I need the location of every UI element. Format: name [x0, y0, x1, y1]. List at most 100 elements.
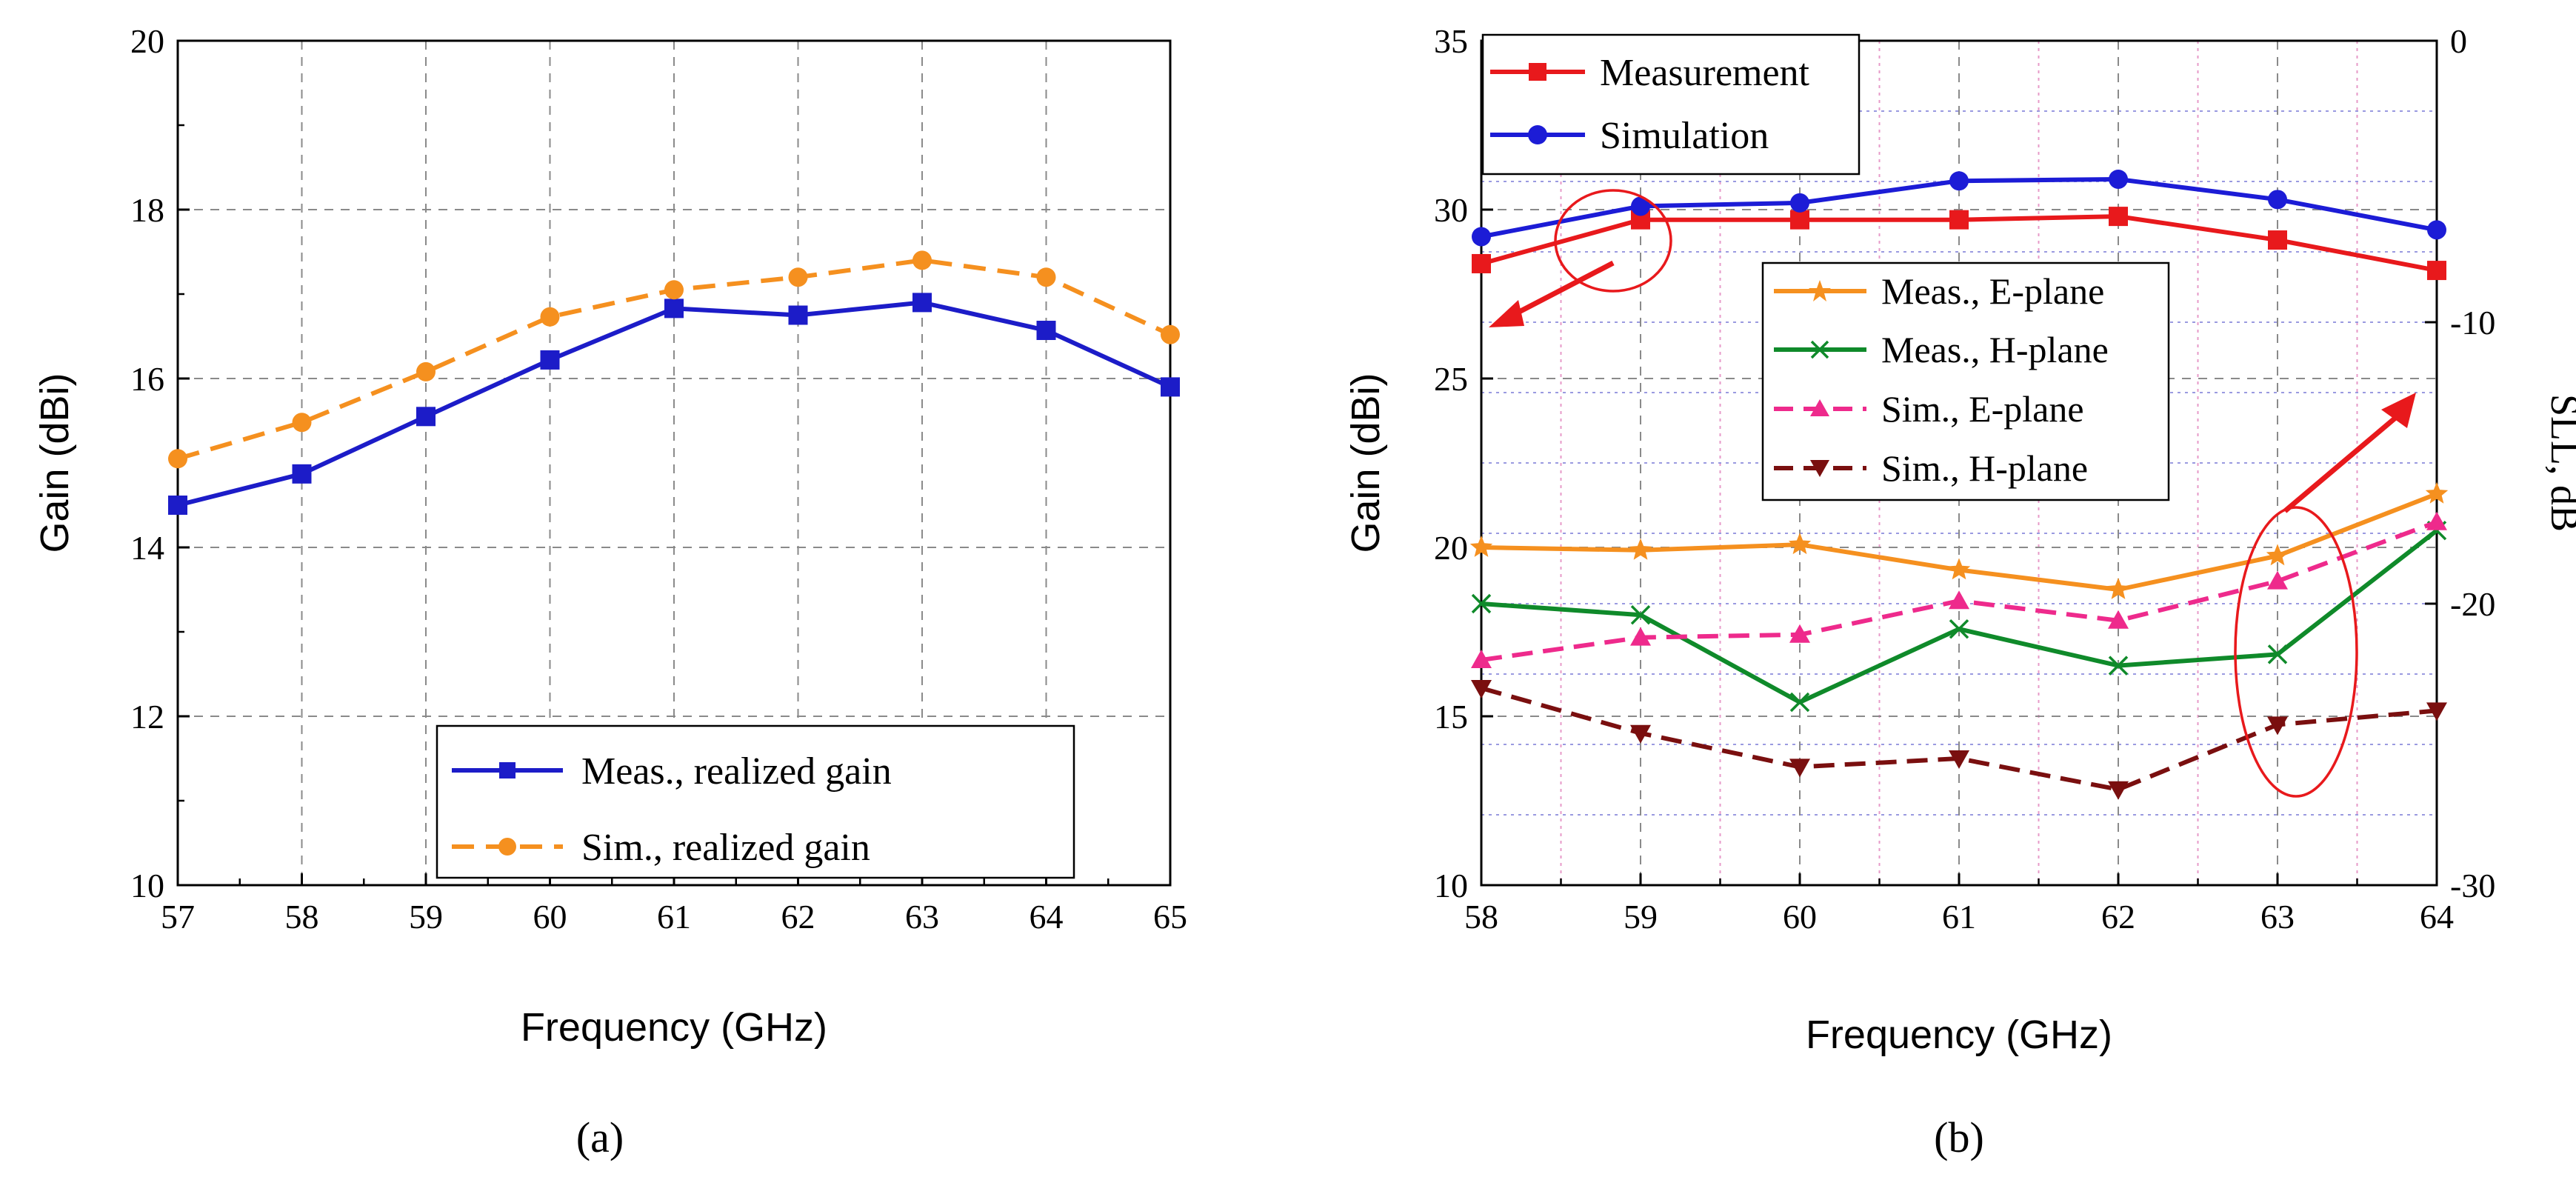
chart-a-series — [168, 250, 1180, 515]
chart-a-y-tick-label: 16 — [130, 360, 164, 398]
chart-b-data-point-4 — [1949, 590, 1969, 610]
chart-b-data-point-5 — [1949, 750, 1969, 769]
chart-b-data-point-3 — [2267, 644, 2288, 664]
chart-a-data-point-0 — [416, 407, 436, 427]
chart-a-x-tick-label: 64 — [1030, 898, 1064, 936]
chart-b-data-point-4 — [1471, 650, 1492, 668]
chart-a-y-tick-label: 10 — [130, 867, 164, 904]
chart-b-legend-gain-box — [1481, 33, 1861, 176]
chart-b-data-point-2 — [1469, 536, 1493, 557]
chart-b-data-point-1 — [1631, 196, 1650, 216]
chart-b-y-tick-label: 20 — [1434, 529, 1468, 567]
right-axis-arrowhead — [2381, 393, 2416, 428]
chart-a-data-point-0 — [912, 293, 932, 313]
chart-a-legend-box — [436, 724, 1075, 879]
chart-b-x-tick-label: 64 — [2420, 898, 2454, 936]
chart-b-data-point-1 — [1790, 193, 1809, 213]
legend-marker-measurement — [1529, 63, 1546, 81]
chart-a-x-tick-label: 65 — [1153, 898, 1187, 936]
chart-a-data-point-1 — [912, 250, 932, 270]
legend-label-sim-e: Sim., E-plane — [1881, 388, 2084, 430]
chart-a-legend-label-meas: Meas., realized gain — [581, 750, 892, 793]
legend-marker-sim-e — [1810, 399, 1829, 416]
chart-a-data-point-1 — [664, 280, 684, 300]
chart-a-data-point-1 — [292, 413, 312, 433]
chart-a-data-point-0 — [1161, 377, 1180, 397]
chart-b-data-point-0 — [2268, 230, 2287, 250]
left-axis-arrow — [1502, 260, 1615, 323]
chart-b-y-tick-label: 25 — [1434, 360, 1468, 398]
chart-b-data-point-1 — [1949, 171, 1969, 191]
chart-b-series — [1469, 169, 2449, 800]
chart-b-data-point-4 — [1789, 624, 1810, 643]
chart-b-y-tick-label: 15 — [1434, 698, 1468, 736]
chart-b-x-tick-label: 58 — [1464, 898, 1498, 936]
chart-b-data-point-1 — [2109, 169, 2128, 189]
chart-b-data-point-5 — [1630, 724, 1651, 744]
chart-b-data-point-1 — [2268, 190, 2287, 210]
legend-label-measurement: Measurement — [1600, 52, 1810, 94]
chart-a-panel-label: (a) — [576, 1113, 624, 1161]
chart-b-y-tick-label: 35 — [1434, 22, 1468, 60]
chart-b-ylabel-right: SLL, dB — [2543, 394, 2576, 532]
chart-a-data-point-1 — [168, 449, 187, 469]
chart-a-y-tick-label: 14 — [130, 529, 164, 567]
chart-a-data-point-0 — [1036, 321, 1056, 341]
sll-group-ellipse — [2234, 506, 2358, 798]
chart-a-data-point-0 — [788, 305, 808, 325]
chart-b-ylabel: Gain (dBi) — [1344, 373, 1388, 553]
chart-b-data-point-2 — [1788, 533, 1812, 555]
chart-b-xlabel: Frequency (GHz) — [1806, 1013, 2112, 1057]
chart-a-y-tick-label: 20 — [130, 22, 164, 60]
chart-a-x-tick-label: 58 — [285, 898, 319, 936]
chart-b-grid — [1481, 41, 2437, 885]
legend-label-sim-h: Sim., H-plane — [1881, 447, 2088, 489]
chart-a-legend-marker-meas — [499, 762, 515, 778]
chart-a-data-point-0 — [664, 299, 684, 319]
legend-label-meas-h: Meas., H-plane — [1881, 329, 2109, 370]
chart-b-data-point-0 — [2427, 261, 2446, 281]
chart-b-annotations — [1489, 189, 2416, 798]
chart-a-x-tick-label: 63 — [905, 898, 939, 936]
gain-group-ellipse — [1554, 189, 1672, 293]
chart-a-x-tick-label: 59 — [409, 898, 443, 936]
chart-a-x-tick-label: 61 — [657, 898, 691, 936]
chart-b-data-point-5 — [1471, 680, 1492, 698]
chart-a-legend-label-sim: Sim., realized gain — [581, 827, 870, 869]
chart-b-data-point-4 — [2426, 511, 2447, 530]
chart-a-data-point-0 — [292, 464, 312, 484]
chart-a-xlabel: Frequency (GHz) — [521, 1005, 827, 1050]
chart-b-x-tick-label: 62 — [2101, 898, 2135, 936]
chart-b-data-point-3 — [1949, 618, 1969, 639]
chart-b-data-point-3 — [2108, 656, 2129, 676]
chart-b-data-point-2 — [2425, 481, 2449, 504]
chart-a-data-point-1 — [416, 361, 436, 381]
chart-b-x-tick-label: 63 — [2260, 898, 2295, 936]
chart-a-ticks: 57 58 59 60 61 62 63 64 65 10 12 14 16 18 20 — [130, 22, 1187, 936]
chart-b-data-point-3 — [1789, 692, 1810, 713]
chart-a-data-point-1 — [1036, 267, 1056, 287]
chart-b-data-point-4 — [2267, 570, 2288, 590]
chart-b-data-point-5 — [2108, 781, 2129, 800]
chart-b-data-point-5 — [2267, 716, 2288, 736]
chart-a-legend: Meas., realized gain Sim., realized gain — [436, 724, 1075, 879]
chart-b-y-tick-label: 30 — [1434, 191, 1468, 229]
chart-a-y-tick-label: 18 — [130, 191, 164, 229]
legend-label-simulation: Simulation — [1600, 115, 1769, 157]
chart-b-x-tick-label: 59 — [1624, 898, 1658, 936]
chart-a-data-point-1 — [1161, 324, 1180, 344]
legend-marker-sim-h — [1810, 460, 1829, 477]
chart-a-y-tick-label: 12 — [130, 698, 164, 736]
chart-b-data-point-5 — [1789, 758, 1810, 778]
chart-b-data-point-3 — [1471, 593, 1492, 614]
chart-b-y-right-tick-label: -30 — [2450, 867, 2495, 904]
chart-b-data-point-4 — [1630, 627, 1651, 646]
chart-b-data-point-0 — [1790, 210, 1809, 230]
chart-b-y-right-tick-label: -20 — [2450, 585, 2495, 623]
chart-a: 57 58 59 60 61 62 63 64 65 10 12 14 16 18 20 Meas., re… — [33, 22, 1187, 1161]
chart-a-data-point-0 — [168, 496, 187, 515]
chart-b-data-point-1 — [1472, 227, 1491, 247]
chart-b-legend-sll: Meas., E-plane Meas., H-plane Sim., E-pl… — [1761, 261, 2170, 501]
chart-b-legend-sll-box — [1761, 261, 2170, 501]
